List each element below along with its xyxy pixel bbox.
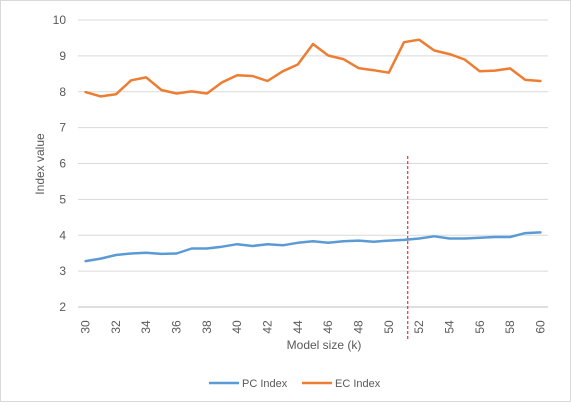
x-tick-label: 42 [261, 320, 275, 334]
x-tick-label: 30 [79, 320, 93, 334]
x-tick-label: 48 [351, 320, 365, 334]
y-tick-label: 9 [59, 49, 66, 63]
series-lines [84, 38, 542, 263]
y-tick-label: 4 [59, 228, 66, 242]
y-axis-label: Index value [33, 133, 47, 195]
y-tick-label: 10 [53, 13, 67, 27]
x-tick-label: 38 [200, 320, 214, 334]
x-tick-labels: 30 32 34 36 38 40 42 44 46 48 50 52 54 56 58 60 [79, 320, 548, 334]
x-tick-label: 36 [170, 320, 184, 334]
x-tick-label: 60 [533, 320, 547, 334]
y-tick-labels: 2 3 4 5 6 7 8 9 10 [53, 13, 67, 314]
x-tick-label: 46 [321, 320, 335, 334]
y-tick-label: 6 [59, 157, 66, 171]
y-tick-label: 7 [59, 121, 66, 135]
x-tick-label: 40 [230, 320, 244, 334]
series-line-pc-index [84, 231, 542, 263]
legend-label: EC Index [335, 378, 381, 390]
x-tick-label: 34 [139, 320, 153, 334]
legend: PC Index EC Index [209, 378, 381, 390]
x-tick-label: 32 [109, 320, 123, 334]
legend-label: PC Index [242, 378, 288, 390]
x-tick-label: 52 [412, 320, 426, 334]
y-tick-label: 2 [59, 300, 66, 314]
x-tick-label: 54 [442, 320, 456, 334]
x-tick-label: 50 [382, 320, 396, 334]
x-axis-label: Model size (k) [287, 338, 362, 352]
x-tick-label: 44 [291, 320, 305, 334]
y-tick-label: 5 [59, 192, 66, 206]
y-tick-label: 8 [59, 85, 66, 99]
x-tick-label: 58 [503, 320, 517, 334]
series-line-ec-index [84, 38, 542, 98]
x-tick-label: 56 [473, 320, 487, 334]
gridlines [78, 19, 548, 308]
y-tick-label: 3 [59, 264, 66, 278]
